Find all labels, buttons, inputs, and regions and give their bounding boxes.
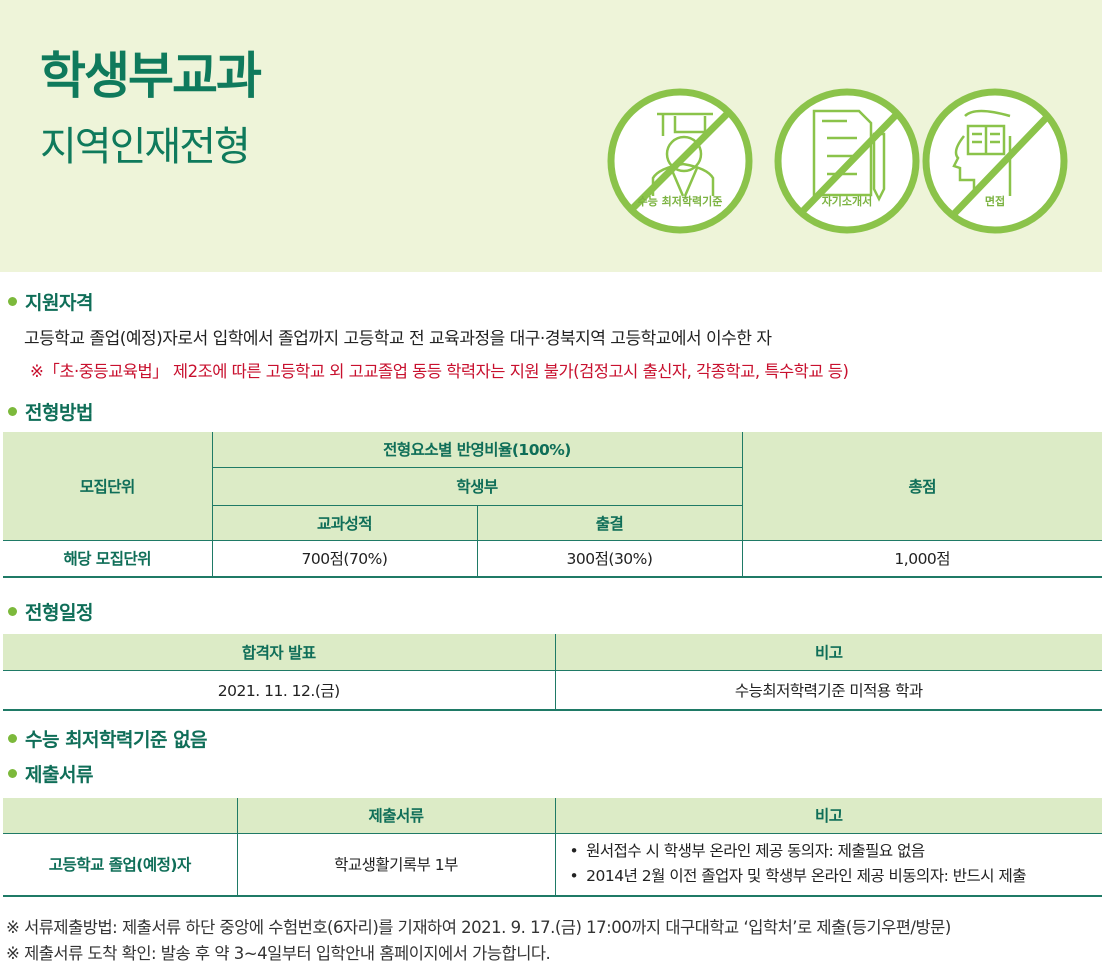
heading-text: 제출서류 [25, 764, 93, 786]
header-record: 학생부 [212, 466, 742, 506]
cell-attendance: 300점(30%) [476, 539, 743, 578]
heading-text: 전형일정 [25, 602, 93, 624]
header-band [0, 0, 1102, 272]
bullet-icon [8, 407, 17, 416]
qualification-text: 고등학교 졸업(예정)자로서 입학에서 졸업까지 고등학교 전 교육과정을 대구… [24, 329, 772, 349]
header-unit: 모집단위 [3, 432, 213, 541]
header-announcement: 합격자 발표 [3, 634, 556, 671]
no-interview-icon: 면접 [920, 86, 1070, 236]
section-heading-documents: 제출서류 [8, 760, 93, 787]
note-confirmation: ※ 제출서류 도착 확인: 발송 후 약 3~4일부터 입학안내 홈페이지에서 … [6, 944, 551, 963]
cell-grades: 700점(70%) [211, 539, 478, 578]
header-grades: 교과성적 [212, 504, 478, 541]
icon-label: 자기소개서 [821, 195, 873, 208]
method-table: 모집단위 전형요소별 반영비율(100%) 총점 학생부 교과성적 출결 해당 모집단… [3, 432, 1102, 578]
table-row: 2021. 11. 12.(금) 수능최저학력기준 미적용 학과 [3, 669, 1102, 711]
document-pencil-icon [774, 88, 920, 234]
section-heading-qualification: 지원자격 [8, 288, 93, 315]
section-heading-csat: 수능 최저학력기준 없음 [8, 725, 208, 752]
heading-text: 전형방법 [25, 402, 93, 424]
header-attendance: 출결 [476, 504, 742, 541]
bullet-icon [8, 607, 17, 616]
header-remarks: 비고 [554, 634, 1102, 671]
cell-date: 2021. 11. 12.(금) [3, 669, 556, 711]
page-subtitle: 지역인재전형 [40, 124, 251, 170]
bullet-icon [8, 734, 17, 743]
header-remarks: 비고 [554, 798, 1102, 834]
icon-label: 수능 최저학력기준 [637, 195, 723, 208]
head-book-icon [922, 88, 1068, 234]
cell-document: 학교생활기록부 1부 [236, 832, 556, 897]
heading-text: 지원자격 [25, 292, 93, 314]
remark-item: 원서접수 시 학생부 온라인 제공 동의자: 제출필요 없음 [570, 839, 1102, 864]
cell-unit: 해당 모집단위 [3, 539, 213, 578]
bullet-icon [8, 769, 17, 778]
cell-total: 1,000점 [741, 539, 1102, 578]
graduate-icon [607, 88, 753, 234]
cell-target: 고등학교 졸업(예정)자 [3, 832, 238, 897]
no-essay-icon: 자기소개서 [772, 86, 922, 236]
heading-text: 수능 최저학력기준 없음 [25, 729, 208, 751]
icon-label: 면접 [984, 195, 1006, 208]
header-ratio: 전형요소별 반영비율(100%) [211, 432, 743, 468]
no-csat-icon: 수능 최저학력기준 [605, 86, 755, 236]
section-heading-method: 전형방법 [8, 398, 93, 425]
table-row: 해당 모집단위 700점(70%) 300점(30%) 1,000점 [3, 539, 1102, 578]
cell-remarks: 수능최저학력기준 미적용 학과 [554, 669, 1102, 711]
header-documents: 제출서류 [236, 798, 556, 834]
schedule-table: 합격자 발표 비고 2021. 11. 12.(금) 수능최저학력기준 미적용 학과 [3, 634, 1102, 711]
header-total: 총점 [741, 432, 1102, 541]
qualification-note: ※「초·중등교육법」 제2조에 따른 고등학교 외 고교졸업 동등 학력자는 지… [30, 362, 849, 381]
header-target [3, 798, 238, 834]
note-submission: ※ 서류제출방법: 제출서류 하단 중앙에 수험번호(6자리)를 기재하여 20… [6, 918, 951, 937]
bullet-icon [8, 297, 17, 306]
section-heading-schedule: 전형일정 [8, 598, 93, 625]
remark-item: 2014년 2월 이전 졸업자 및 학생부 온라인 제공 비동의자: 반드시 제… [570, 864, 1102, 889]
page-title: 학생부교과 [40, 47, 262, 105]
cell-remarks: 원서접수 시 학생부 온라인 제공 동의자: 제출필요 없음2014년 2월 이… [554, 832, 1102, 897]
